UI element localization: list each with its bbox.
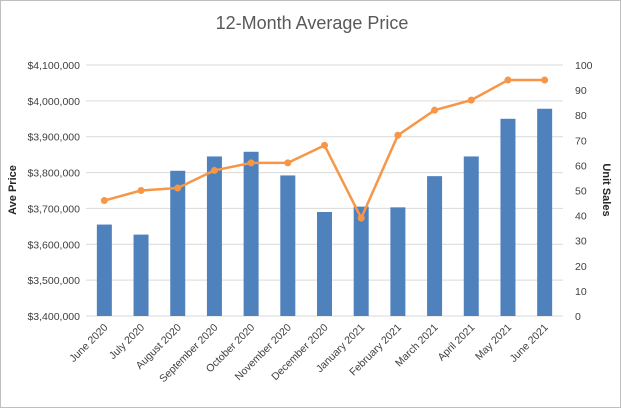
bar-series	[96, 108, 553, 317]
bar	[427, 176, 443, 316]
line-series	[100, 76, 549, 222]
line-point	[394, 131, 402, 139]
right-tick-label: 10	[575, 286, 587, 298]
line-point	[431, 106, 439, 114]
line-point	[467, 96, 475, 104]
left-tick-label: $3,700,000	[27, 203, 80, 215]
right-tick-label: 100	[575, 60, 593, 72]
bar	[170, 170, 186, 316]
line-point	[357, 214, 365, 222]
line-point	[321, 141, 328, 149]
left-tick-label: $4,100,000	[27, 60, 80, 72]
right-tick-label: 70	[575, 135, 587, 147]
left-tick-label: $3,500,000	[27, 275, 80, 287]
bar	[390, 207, 406, 316]
line-point	[137, 187, 145, 194]
left-tick-label: $3,900,000	[27, 132, 80, 144]
right-tick-label: 20	[575, 261, 587, 273]
right-tick-label: 80	[575, 110, 587, 122]
bar	[353, 206, 369, 316]
x-tick-label: June 2021	[508, 322, 551, 365]
left-tick-label: $3,800,000	[27, 168, 80, 180]
left-tick-label: $3,400,000	[27, 311, 80, 323]
right-axis-title: Unit Sales	[600, 163, 612, 216]
x-tick-label: April 2021	[435, 322, 477, 364]
right-tick-label: 40	[575, 211, 587, 223]
gridlines	[86, 64, 563, 317]
right-axis-ticks: 0 10 20 30 40 50 60 70 80 90 100	[575, 60, 593, 323]
line-point	[174, 184, 182, 192]
right-tick-label: 30	[575, 236, 587, 248]
left-tick-label: $3,600,000	[27, 239, 80, 251]
bar	[317, 212, 332, 316]
line-point	[541, 76, 549, 84]
x-tick-label: June 2020	[67, 322, 110, 365]
line-point	[504, 76, 512, 84]
bar	[537, 108, 553, 316]
left-tick-label: $4,000,000	[27, 96, 80, 108]
line-point	[247, 159, 255, 167]
chart-title: 12-Month Average Price	[216, 13, 409, 33]
right-tick-label: 0	[575, 311, 581, 323]
right-tick-label: 50	[575, 186, 587, 198]
right-tick-label: 60	[575, 160, 587, 172]
line-point	[210, 166, 218, 174]
bar	[243, 151, 259, 316]
right-tick-label: 90	[575, 85, 587, 97]
bar	[280, 175, 296, 316]
left-axis-title: Ave Price	[7, 165, 19, 215]
bar	[206, 156, 222, 316]
line-point	[284, 159, 292, 167]
bar	[500, 118, 516, 317]
bar	[96, 224, 112, 316]
left-axis-ticks: $3,400,000 $3,500,000 $3,600,000 $3,700,000…	[27, 60, 80, 323]
bar	[463, 156, 479, 316]
line-point	[100, 197, 108, 205]
bar	[133, 234, 149, 316]
